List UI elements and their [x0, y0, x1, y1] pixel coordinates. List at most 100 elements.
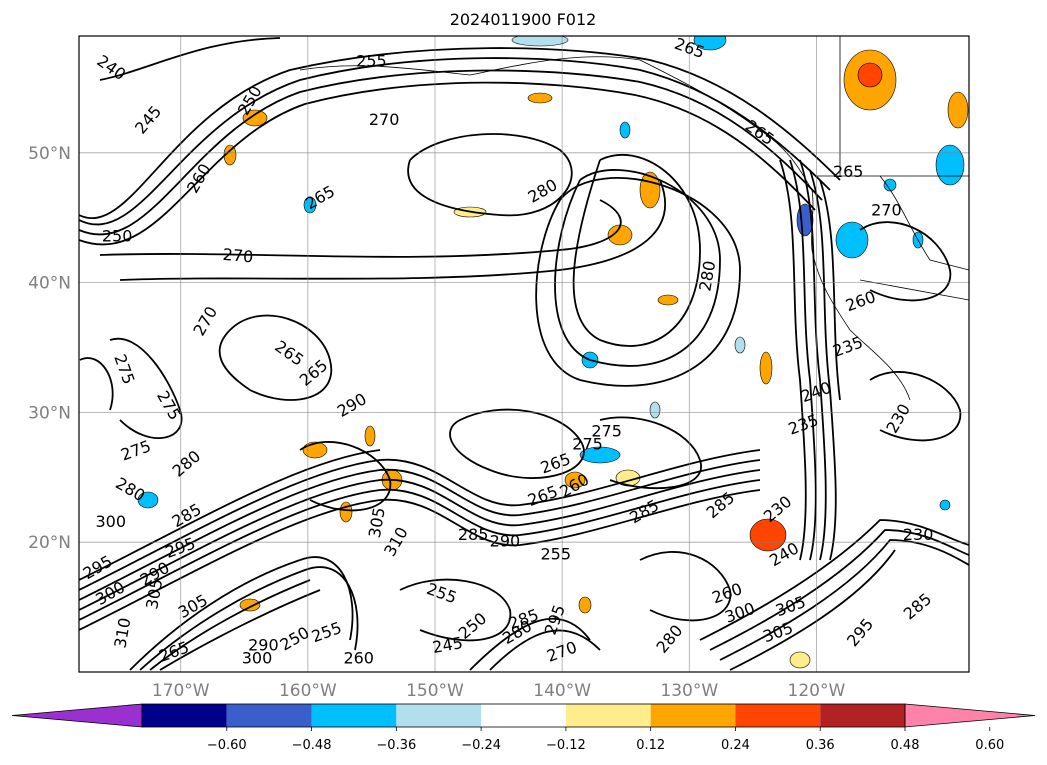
colorbar-segment: [396, 704, 482, 727]
map-background: [79, 36, 969, 672]
colorbar-tick-label: −0.24: [461, 738, 501, 753]
shaded-region: [649, 401, 661, 419]
contour-line: [859, 221, 952, 302]
contour-line: [139, 566, 359, 671]
shaded-region: [947, 91, 969, 129]
contour-label: 290: [248, 636, 279, 655]
contour-line: [789, 159, 817, 561]
contour-label: 275: [591, 421, 622, 440]
contour-line: [729, 549, 896, 671]
contour-line: [554, 169, 721, 367]
coastline: [859, 279, 969, 301]
contour-line: [572, 154, 701, 347]
shaded-region: [657, 294, 679, 306]
contour-line: [407, 133, 573, 217]
contour-line: [79, 489, 761, 631]
colorbar-tick-label: 0.24: [721, 738, 750, 753]
colorbar-tick-label: −0.48: [292, 738, 332, 753]
colorbar-segment: [142, 704, 227, 727]
contour-line: [869, 371, 962, 442]
colorbar-tick-label: −0.60: [207, 738, 247, 753]
contour-line: [399, 578, 512, 642]
coastline: [879, 175, 969, 271]
contour-line: [779, 159, 807, 561]
map-frame: [78, 35, 970, 673]
longitude-axis: 170°W 160°W 150°W 140°W 130°W 120°W: [152, 681, 846, 701]
colorbar-tick-label: −0.36: [376, 738, 416, 753]
contour-line: [119, 179, 666, 281]
contour-line: [299, 441, 392, 512]
colorbar-frame: [141, 703, 906, 728]
shaded-region: [857, 62, 883, 88]
chart-title: 2024011900 F012: [450, 10, 597, 29]
contour-line: [79, 47, 841, 219]
contour-label: 230: [903, 525, 934, 544]
shaded-region: [639, 171, 661, 209]
contour-label: 285: [458, 525, 489, 544]
contour-line: [799, 159, 827, 561]
colorbar: −0.60 −0.48 −0.36 −0.24 −0.12 0.12 0.24 0.36 0.4…: [11, 703, 1036, 753]
contour-line: [109, 337, 183, 439]
contour-label: 260: [343, 649, 374, 668]
shaded-region: [579, 446, 621, 464]
map-area: 2402452602502702702752752752802802652702…: [79, 36, 969, 672]
contour-line: [809, 169, 837, 561]
contour-line: [79, 69, 823, 236]
colorbar-segment: [650, 704, 736, 727]
contour-label: 265: [833, 162, 864, 181]
contour-label: 255: [356, 51, 387, 70]
grid-layer: [79, 36, 969, 672]
colorbar-segment: [820, 704, 905, 727]
coastline-layer: [299, 36, 969, 401]
shaded-region: [935, 144, 965, 186]
contour-line: [719, 539, 969, 661]
shaded-region: [693, 36, 727, 51]
latitude-axis: 50°N 40°N 30°N 20°N: [28, 144, 71, 553]
contour-line: [79, 81, 816, 246]
colorbar-tick-label: −0.12: [546, 738, 586, 753]
contour-line: [79, 479, 761, 621]
contour-line: [489, 629, 601, 671]
contour-line: [149, 579, 311, 671]
contour-label: 300: [96, 512, 127, 531]
shaded-region: [749, 518, 787, 552]
contour-line: [79, 449, 381, 581]
shaded-region: [759, 351, 773, 385]
colorbar-tick-label: 0.48: [891, 738, 920, 753]
contour-label: 255: [541, 545, 572, 564]
contour-label: 270: [871, 201, 902, 220]
contour-line: [79, 459, 761, 601]
contour-line: [129, 556, 354, 671]
contour-label: 270: [369, 110, 400, 129]
contour-label: 300: [242, 649, 273, 668]
contour-label: 290: [490, 532, 521, 551]
shaded-region: [511, 36, 569, 47]
colorbar-segment: [481, 704, 566, 727]
coastline: [811, 189, 911, 401]
contour-line: [79, 449, 761, 591]
contour-label: 270: [222, 245, 254, 267]
colorbar-tick-label: 0.60: [975, 738, 1004, 753]
contour-line: [599, 416, 702, 490]
colorbar-segment: [311, 704, 397, 727]
contour-line: [535, 177, 741, 387]
shaded-region: [527, 92, 553, 104]
shaded-region: [883, 178, 897, 192]
contour-line: [449, 408, 585, 479]
contour-line: [99, 37, 281, 81]
lat-tick-label: 20°N: [28, 533, 71, 553]
lat-tick-label: 30°N: [28, 403, 71, 423]
coastline: [639, 59, 813, 191]
shaded-region: [364, 425, 376, 447]
lon-tick-label: 150°W: [406, 681, 464, 701]
lat-tick-label: 40°N: [28, 274, 71, 294]
coastline: [299, 56, 641, 76]
shaded-region: [835, 221, 869, 259]
shaded-region: [939, 499, 951, 511]
colorbar-segment: [735, 704, 821, 727]
shaded-region: [564, 471, 586, 489]
shaded-region: [578, 596, 592, 614]
lon-tick-label: 120°W: [788, 681, 846, 701]
contour-label: 275: [572, 434, 603, 453]
